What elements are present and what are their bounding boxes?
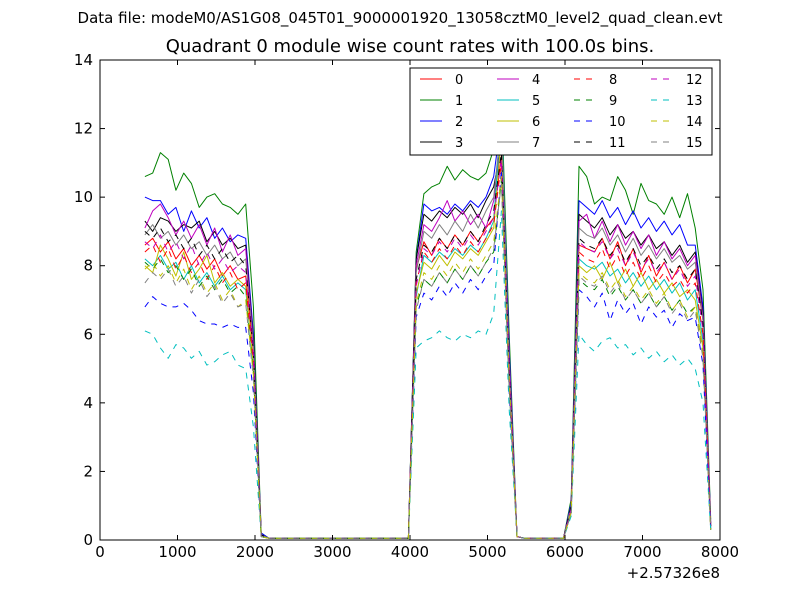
chart-title: Quadrant 0 module wise count rates with … [165,36,655,57]
series-layer [144,97,712,539]
legend-label-3: 3 [455,136,463,151]
series-line-14 [144,176,712,539]
series-line-12 [144,158,712,539]
legend-label-2: 2 [455,115,463,130]
legend-label-13: 13 [686,94,703,109]
legend-label-14: 14 [686,115,703,130]
figure-suptitle: Data file: modeM0/AS1G08_045T01_90000019… [77,9,723,27]
series-line-6 [144,134,712,539]
y-tick-label: 4 [83,394,93,412]
legend-label-7: 7 [532,136,540,151]
legend-label-15: 15 [686,136,703,151]
series-line-3 [144,145,712,539]
y-tick-label: 6 [83,325,93,343]
series-line-7 [144,121,712,539]
x-tick-label: 7000 [623,543,661,561]
legend-label-12: 12 [686,73,703,88]
series-line-0 [144,155,712,539]
legend-box [409,67,713,156]
y-tick-label: 10 [74,188,93,206]
series-line-2 [144,117,712,539]
x-tick-label: 2000 [236,543,274,561]
legend-label-0: 0 [455,73,463,88]
legend-label-10: 10 [609,115,626,130]
legend-label-5: 5 [532,94,540,109]
series-line-15 [144,182,712,539]
x-tick-label: 4000 [391,543,429,561]
x-tick-label: 3000 [313,543,351,561]
y-tick-label: 0 [83,531,93,549]
series-line-9 [144,179,712,539]
series-line-13 [144,210,712,539]
x-tick-label: 5000 [468,543,506,561]
x-tick-label: 8000 [701,543,739,561]
legend-label-11: 11 [609,136,626,151]
x-tick-label: 6000 [546,543,584,561]
legend-label-8: 8 [609,73,617,88]
y-tick-label: 8 [83,257,93,275]
series-line-1 [144,97,712,539]
x-offset-label: +2.57326e8 [627,564,720,582]
y-tick-label: 2 [83,462,93,480]
series-line-10 [144,169,712,539]
series-line-5 [144,110,712,539]
ticks-layer: 0 1000 2000 3000 4000 5000 6000 7000 80000246810… [74,51,739,561]
legend-label-9: 9 [609,94,617,109]
legend-label-6: 6 [532,115,540,130]
legend-label-1: 1 [455,94,463,109]
legend-label-4: 4 [532,73,540,88]
y-tick-label: 12 [74,120,93,138]
series-line-4 [144,141,712,539]
series-line-8 [144,162,712,539]
x-tick-label: 1000 [158,543,196,561]
y-tick-label: 14 [74,51,93,69]
x-tick-label: 0 [95,543,105,561]
